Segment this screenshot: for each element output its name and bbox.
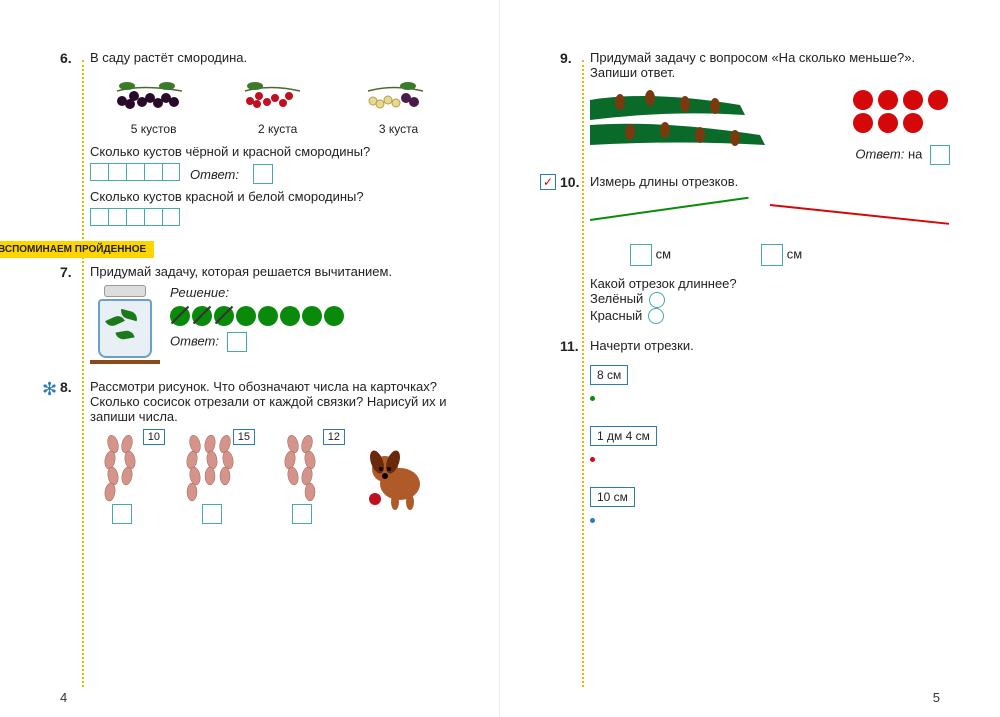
label-white: 3 куста [379,122,418,136]
label-black: 5 кустов [131,122,177,136]
point-1 [590,396,595,401]
page-number-left: 4 [60,690,67,705]
berries-row [90,73,459,118]
answer-boxes-1[interactable] [90,163,180,181]
margin-rule-right [582,60,584,687]
sausage-group-1: 10 [90,434,150,524]
check-icon: ✓ [540,174,556,190]
ex6-intro: В саду растёт смородина. [90,50,459,65]
red-cm-box[interactable] [761,244,783,266]
margin-rule [82,60,84,687]
exercise-10: 10. ✓ Измерь длины отрезков. см см Какой… [590,174,960,324]
answer-box-s2[interactable] [202,504,222,524]
exercise-7: 7. Придумай задачу, которая решается выч… [90,264,459,365]
exercise-number: 11. [560,338,579,354]
ex10-text: Измерь длины отрезков. [590,174,960,189]
answer-label-7: Ответ: [170,333,219,348]
answer-label-1: Ответ: [190,167,239,182]
green-segment [590,197,749,221]
exercise-number: 7. [60,264,72,280]
ex11-text: Начерти отрезки. [590,338,960,353]
answer-box-9[interactable] [930,145,950,165]
white-currant [353,73,443,118]
left-page: 6. В саду растёт смородина. 5 кустов 2 к… [0,0,500,717]
page-number-right: 5 [933,690,940,705]
exercise-8: 8. ✻ Рассмотри рисунок. Что обозначают ч… [90,379,459,524]
green-label: Зелёный [590,291,643,306]
red-dots [853,90,950,133]
jar-illustration [90,285,160,365]
seg-label-1: 8 см [590,365,628,385]
exercise-9: 9. Придумай задачу с вопросом «На скольк… [590,50,960,160]
answer-box-s3[interactable] [292,504,312,524]
ex7-text: Придумай задачу, которая решается вычита… [90,264,459,279]
seg-label-3: 10 см [590,487,635,507]
red-radio[interactable] [648,308,664,324]
green-cm-box[interactable] [630,244,652,266]
exercise-number: 10. [560,174,579,190]
exercise-6: 6. В саду растёт смородина. 5 кустов 2 к… [90,50,459,226]
answer-label-9: Ответ: [855,146,904,161]
tag-3: 12 [323,429,345,445]
black-currant [107,73,197,118]
green-radio[interactable] [649,292,665,308]
dog-illustration [360,434,430,514]
red-label: Красный [590,308,642,323]
answer-boxes-2[interactable] [90,208,459,226]
red-currant [230,73,320,118]
ex10-q: Какой отрезок длиннее? [590,276,960,291]
segments [590,199,960,234]
tag-2: 15 [233,429,255,445]
berry-labels: 5 кустов 2 куста 3 куста [90,122,459,136]
branch-illustration: Ответ: на [590,80,960,160]
answer-box-s1[interactable] [112,504,132,524]
label-red: 2 куста [258,122,297,136]
review-header: ВСПОМИНАЕМ ПРОЙДЕННОЕ [0,241,154,258]
ex6-q2: Сколько кустов красной и белой смородины… [90,189,459,204]
ex9-text: Придумай задачу с вопросом «На сколько м… [590,50,960,80]
ex6-q1: Сколько кустов чёрной и красной смородин… [90,144,459,159]
tag-1: 10 [143,429,165,445]
exercise-11: 11. Начерти отрезки. 8 см 1 дм 4 см 10 с… [590,338,960,526]
exercise-number: 6. [60,50,72,66]
right-page: 9. Придумай задачу с вопросом «На скольк… [500,0,1000,717]
sausage-group-3: 12 [270,434,330,524]
exercise-number: 8. [60,379,72,395]
answer-prefix-9: на [908,146,922,161]
seg-label-2: 1 дм 4 см [590,426,657,446]
solution-circles [170,306,344,326]
point-3 [590,518,595,523]
exercise-number: 9. [560,50,572,66]
ex8-text: Рассмотри рисунок. Что обозначают числа … [90,379,459,424]
sausages-row: 10 15 12 [90,434,459,524]
point-2 [590,457,595,462]
answer-box-7[interactable] [227,332,247,352]
answer-box-1[interactable] [253,164,273,184]
solution-label: Решение: [170,285,344,300]
sausage-group-2: 15 [180,434,240,524]
red-segment [770,204,949,225]
star-icon: ✻ [42,379,58,395]
